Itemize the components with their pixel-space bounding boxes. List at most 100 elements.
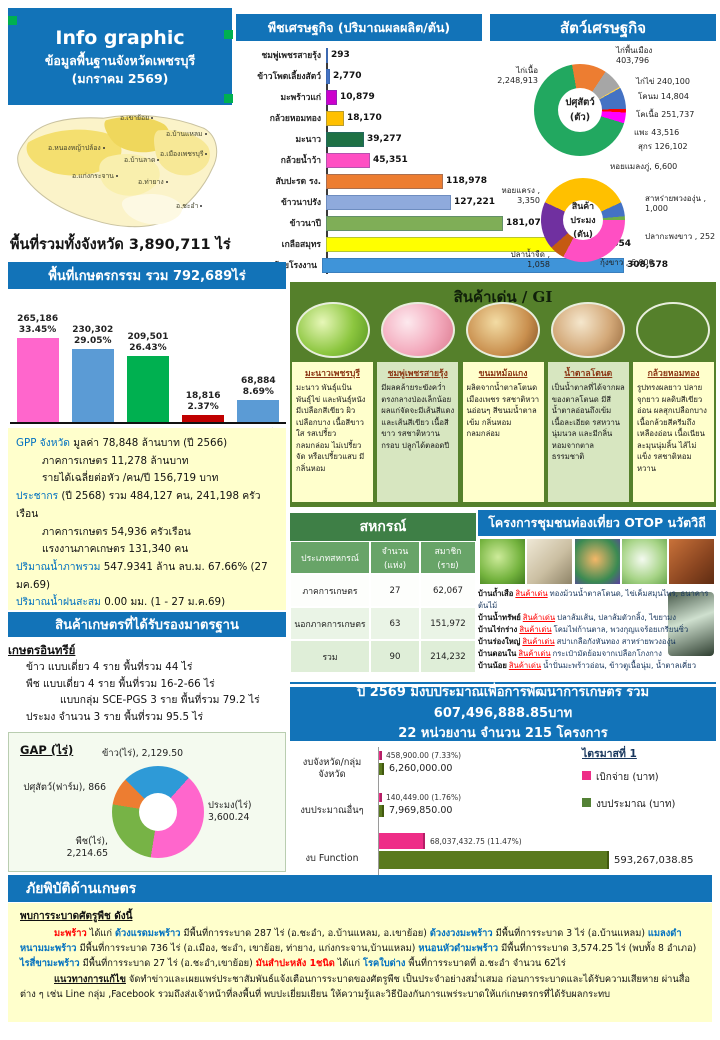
- bar-percent-label: 33.45%: [18, 324, 57, 335]
- bar: [326, 89, 337, 105]
- gi-product-desc: รูปทรงผลยาว ปลายจุกยาว ผลดิบสีเขียวอ่อน …: [637, 383, 707, 473]
- featured-label: สินค้าเด่น: [508, 660, 542, 670]
- divider: [290, 682, 716, 684]
- seaweed-bowl-photo: [621, 539, 667, 584]
- bar-value-label: 293: [331, 50, 350, 60]
- stat-lead: ประชากร: [16, 490, 59, 503]
- bar-value-label: 209,501: [127, 331, 169, 342]
- legend-item: งบประมาณ (บาท): [582, 797, 675, 812]
- bar-row: มะพร้าวแก่ 10,879: [238, 88, 668, 106]
- bar-category-label: ชมพู่เพชรสายรุ้ง: [261, 51, 321, 61]
- village-name: บ้านน้อย: [478, 660, 507, 670]
- gi-product-name: ขนมหม้อแกง: [478, 369, 528, 379]
- bar: [326, 194, 451, 210]
- gi-title: สินค้าเด่น / GI: [453, 288, 553, 306]
- crops-bar-chart: ชมพู่เพชรสายรุ้ง 293 ข้าวโพดเลี้ยงสัตว์ 2,…: [238, 46, 668, 274]
- stat-text: แรงงานภาคเกษตร 131,340 คน: [42, 543, 189, 556]
- bar-category-label: มะนาว: [295, 135, 321, 145]
- stat-line: GPP จังหวัด มูลค่า 78,848 ล้านบาท (ปี 25…: [16, 435, 278, 453]
- legend-item: เบิกจ่าย (บาท): [582, 770, 675, 785]
- donut-label: กุ้งขาว , 6,000: [600, 258, 654, 267]
- otop-title: โครงการชุมชนท่องเที่ยว OTOP นวัตวิถี: [478, 510, 716, 536]
- province-stats-box: GPP จังหวัด มูลค่า 78,848 ล้านบาท (ปี 25…: [8, 428, 286, 626]
- salt-spa-bottle-photo: [668, 592, 714, 656]
- bar-category-label: สับปะรด รง.: [275, 177, 321, 187]
- featured-label: สินค้าเด่น: [518, 648, 551, 658]
- bar-column: 209,501 26.43%: [122, 331, 174, 422]
- stat-line: ปริมาณน้ำภาพรวม 547.9341 ล้าน ลบ.ม. 67.6…: [16, 559, 278, 594]
- disaster-solution: แนวทางการแก้ไข จัดทำข่าวและเผยแพร่ประชาส…: [20, 972, 700, 1002]
- village-name: บ้านไร่กร่าง: [478, 624, 518, 634]
- donut-label: ปศุสัตว์(ฟาร์ม), 866: [23, 782, 106, 793]
- bar-value-label: 230,302: [72, 324, 114, 335]
- district-label: อ.ท่ายาง: [138, 176, 168, 187]
- budget-axis: [378, 747, 379, 893]
- stat-text: 0.00 มม. (1 - 27 ม.ค.69): [100, 596, 226, 609]
- livestock-donut-center: ปศุสัตว์ (ตัว): [557, 87, 603, 133]
- bar: [237, 400, 280, 422]
- pest-name: หนอนหัวดำมะพร้าว: [418, 943, 499, 955]
- bar-category-label: ข้าวโพดเลี้ยงสัตว์: [257, 72, 321, 82]
- page-title: Info graphic: [55, 26, 185, 49]
- donut-label: โคเนื้อ 251,737: [636, 110, 695, 119]
- table-cell: รวม: [290, 640, 370, 673]
- gi-product-name: ชมพู่เพชรสายรุ้ง: [387, 369, 448, 379]
- gi-product-desc: เป็นน้ำตาลที่ได้จากผลของตาลโตนด มีสีน้ำต…: [551, 383, 625, 462]
- legend-label: งบประมาณ (บาท): [596, 799, 676, 810]
- village-products: สปาเกลือกังหันทอง สาหร่ายพวงองุ่น: [556, 636, 676, 646]
- palm-sugar-photo: [551, 302, 625, 358]
- decor-square: [224, 30, 233, 39]
- gi-product-name: น้ำตาลโตนด: [564, 369, 613, 379]
- village-name: บ้านน้ำทรัพย์: [478, 612, 521, 622]
- bar-value-label: 18,816: [185, 390, 221, 401]
- district-label: อ.ชะอำ: [176, 200, 202, 211]
- table-cell: 27: [370, 574, 420, 607]
- village-products: ทองม้วนน้ำตาลโตนด, ไข่เค็มสมุนไพร, ธนาคา…: [478, 589, 709, 610]
- column-header: สมาชิก (ราย): [420, 541, 476, 574]
- pest-name: แมลงดำหนามมะพร้าว: [20, 928, 682, 955]
- bar-value-label: 265,186: [17, 313, 59, 324]
- bar: [326, 68, 330, 84]
- table-header-row: ประเภทสหกรณ์ จำนวน (แห่ง) สมาชิก (ราย): [290, 541, 476, 574]
- legend-title: ไตรมาสที่ 1: [582, 748, 637, 760]
- palm-dessert-photo: [480, 539, 525, 584]
- bar-value-label: 7,969,850.00: [389, 805, 453, 816]
- standards-line: แบบกลุ่ม SCE-PGS 3 ราย พื้นที่รวม 79.2 ไ…: [60, 694, 260, 707]
- gi-product-name: กล้วยหอมทอง: [647, 369, 700, 379]
- stat-line: รายได้เฉลี่ยต่อหัว /คน/ปี 156,719 บาท: [16, 470, 278, 488]
- district-label: อ.บ้านลาด: [124, 154, 159, 165]
- gap-donut-chart: [112, 766, 204, 858]
- bar: [326, 215, 503, 231]
- table-row: รวม 90 214,232: [290, 640, 476, 673]
- organic-title: เกษตรอินทรีย์: [8, 643, 76, 657]
- bar-category-label: ข้าวนาปี: [289, 219, 321, 229]
- coop-table: ประเภทสหกรณ์ จำนวน (แห่ง) สมาชิก (ราย) ภ…: [290, 541, 476, 673]
- budget-bar-chart: งบจังหวัด/กลุ่ม จังหวัด 458,900.00 (7.33…: [290, 743, 716, 905]
- animals-title: สัตว์เศรษฐกิจ: [490, 14, 716, 41]
- donut-label: ปลากะพงขาว , 252: [645, 232, 716, 241]
- gi-photos-row: [296, 302, 710, 358]
- bar: [322, 257, 624, 273]
- disaster-intro: พบการระบาดศัตรูพืช ดังนี้: [20, 911, 133, 922]
- bar-category-label: ข้าวนาปรัง: [280, 198, 321, 208]
- list-item: บ้านดอนใน สินค้าเด่น กระเป๋ามัดย้อมจากเปลื…: [478, 648, 716, 660]
- bar-value-label: 2,770: [333, 71, 362, 81]
- bar-row: กล้วยหอมทอง 18,170: [238, 109, 668, 127]
- bar-percent-label: 2.37%: [187, 401, 219, 412]
- stat-line: ประชากร (ปี 2568) รวม 484,127 คน, 241,19…: [16, 488, 278, 523]
- donut-label: สาหร่ายพวงองุ่น , 1,000: [645, 194, 707, 214]
- table-cell: 214,232: [420, 640, 476, 673]
- stat-text: มูลค่า 78,848 ล้านบาท (ปี 2566): [70, 437, 228, 449]
- otop-village-list: บ้านถ้ำเสือ สินค้าเด่น ทองม้วนน้ำตาลโตนด, …: [478, 588, 716, 672]
- bar-row: สับปะรด รง. 118,978: [238, 172, 668, 190]
- bar: [126, 356, 169, 422]
- text: ได้แก่: [334, 958, 363, 970]
- bar-row: อ้อยโรงงาน 308,578: [238, 256, 668, 274]
- dried-fish-photo: [527, 539, 573, 584]
- bar: [379, 793, 382, 802]
- gi-product-card: ขนมหม้อแกง ผลิตจากน้ำตาลโตนดเมืองเพชร รสช…: [462, 362, 544, 502]
- stat-line: แรงงานภาคเกษตร 131,340 คน: [16, 541, 278, 559]
- gi-product-desc: มีผลคล้ายระฆังคว่ำ ตรงกลางป่องเล็กน้อย ผ…: [381, 383, 455, 450]
- donut-label: ประมง(ไร่) 3,600.24: [208, 800, 252, 824]
- featured-label: สินค้าเด่น: [519, 624, 552, 634]
